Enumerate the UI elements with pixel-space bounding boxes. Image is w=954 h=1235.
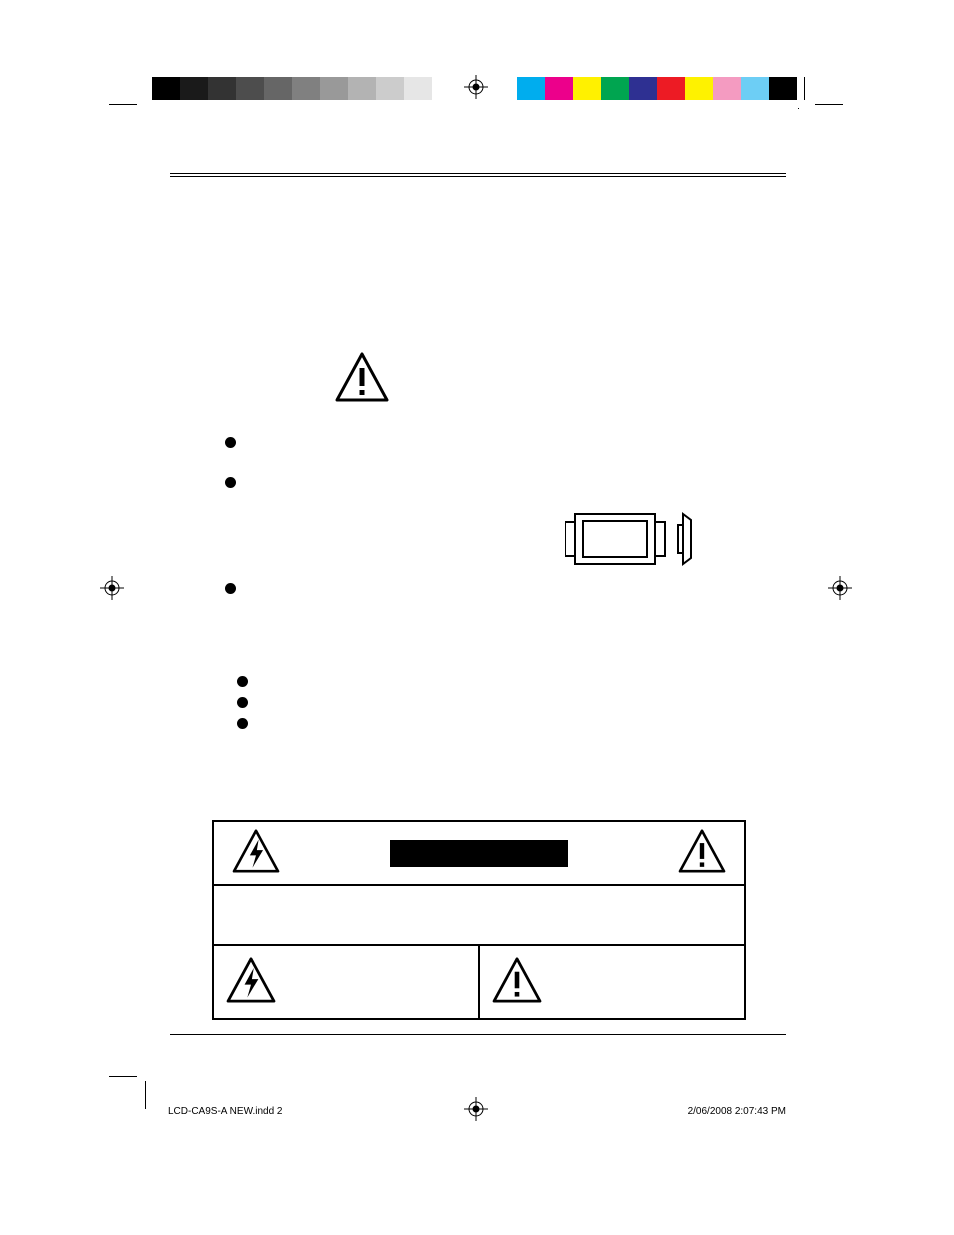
warning-icon <box>492 957 542 1008</box>
caution-box-footer-cell <box>214 946 480 1018</box>
crop-mark <box>815 104 843 105</box>
page: LCD-CA9S-A NEW.indd 2 2/06/2008 2:07:43 … <box>0 0 954 1235</box>
crop-mark <box>109 104 137 105</box>
caution-box-header <box>214 822 744 886</box>
crop-mark <box>109 1076 137 1077</box>
registration-mark-icon <box>828 576 852 600</box>
crop-mark <box>804 77 805 100</box>
caution-box-body <box>214 886 744 946</box>
grayscale-bar <box>152 77 460 100</box>
caution-box-footer <box>214 946 744 1018</box>
slug-timestamp: 2/06/2008 2:07:43 PM <box>688 1106 786 1117</box>
warning-icon <box>335 352 389 402</box>
section-rule <box>170 173 786 177</box>
caution-box-footer-cell <box>480 946 744 1018</box>
shock-warning-icon <box>226 957 276 1008</box>
section-rule <box>170 1034 786 1035</box>
tv-illustration-icon <box>565 510 695 568</box>
crop-mark <box>798 108 799 109</box>
bullet-icon <box>237 718 248 729</box>
registration-mark-icon <box>100 576 124 600</box>
bullet-icon <box>225 477 236 488</box>
slug-filename: LCD-CA9S-A NEW.indd 2 <box>168 1106 283 1117</box>
bullet-icon <box>225 437 236 448</box>
crop-mark <box>145 1081 146 1109</box>
caution-box <box>212 820 746 1020</box>
bullet-icon <box>237 676 248 687</box>
bullet-icon <box>225 583 236 594</box>
warning-icon <box>678 829 726 878</box>
color-bar <box>517 77 797 100</box>
slug-line: LCD-CA9S-A NEW.indd 2 2/06/2008 2:07:43 … <box>0 1106 954 1117</box>
caution-label-strip <box>390 840 568 867</box>
shock-warning-icon <box>232 829 280 878</box>
registration-mark-icon <box>464 75 488 99</box>
bullet-icon <box>237 697 248 708</box>
